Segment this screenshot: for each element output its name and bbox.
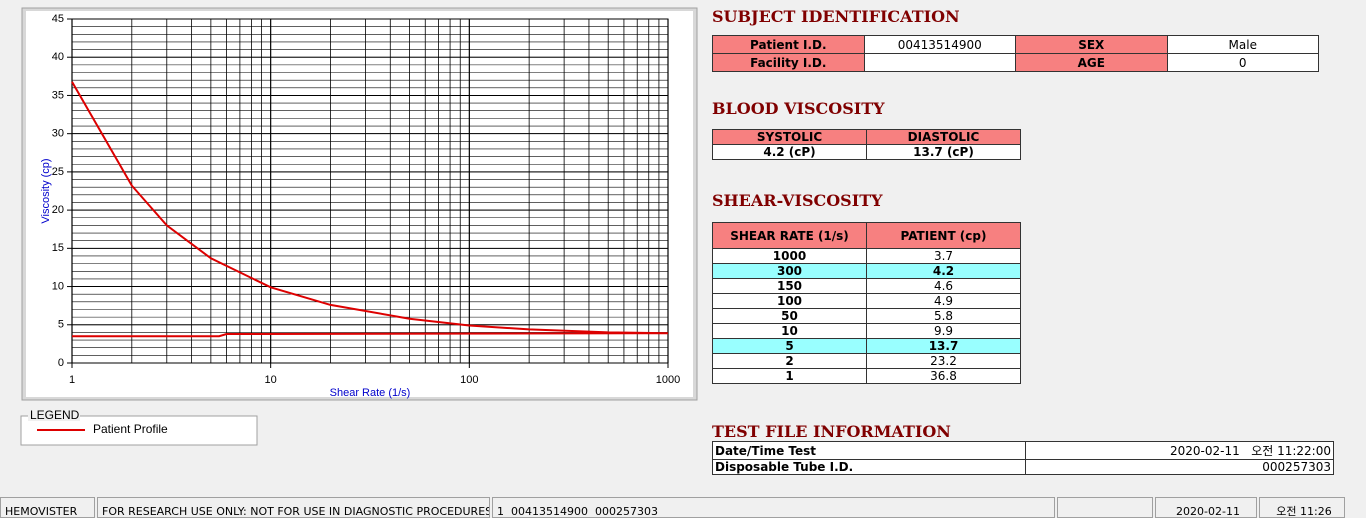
cell: 4.9 — [866, 293, 1021, 309]
y-tick-label: 40 — [52, 51, 64, 63]
y-tick-label: 45 — [52, 13, 64, 25]
cell: 300 — [712, 263, 867, 279]
section-title: SHEAR-VISCOSITY — [712, 191, 883, 210]
cell: 23.2 — [866, 353, 1021, 369]
header-row: SYSTOLIC DIASTOLIC — [712, 129, 1021, 145]
y-tick-label: 25 — [52, 166, 64, 178]
blood-table: SYSTOLIC DIASTOLIC 4.2 (cP) 13.7 (cP) — [712, 129, 1021, 160]
y-tick-label: 15 — [52, 242, 64, 254]
header-cell: PATIENT (cp) — [866, 222, 1021, 249]
cell: 2 — [712, 353, 867, 369]
row: 2 23.2 — [712, 353, 1021, 369]
y-tick-label: 20 — [52, 204, 64, 216]
row: Disposable Tube I.D. 000257303 — [712, 459, 1334, 475]
cell: 0 — [1166, 53, 1319, 72]
header-cell: SHEAR RATE (1/s) — [712, 222, 867, 249]
cell: Facility I.D. — [712, 53, 865, 72]
legend-title-bg — [28, 409, 80, 421]
cell: 10 — [712, 323, 867, 339]
y-tick-label: 0 — [58, 357, 64, 369]
status-cell: 1 00413514900 000257303 — [492, 497, 1055, 518]
chart-background — [26, 11, 693, 397]
cell: 000257303 — [1025, 459, 1334, 475]
y-tick-label: 35 — [52, 89, 64, 101]
legend-title: LEGEND — [30, 408, 80, 422]
status-cell: FOR RESEARCH USE ONLY: NOT FOR USE IN DI… — [97, 497, 490, 518]
y-tick-label: 5 — [58, 319, 64, 331]
y-axis-label: Viscosity (cp) — [40, 158, 52, 223]
x-tick-label: 10 — [265, 374, 277, 386]
row: 100 4.9 — [712, 293, 1021, 309]
status-cell: 2020-02-11 — [1155, 497, 1257, 518]
row: 5 13.7 — [712, 338, 1021, 354]
row: Date/Time Test 2020-02-11 오전 11:22:00 — [712, 441, 1334, 460]
status-cell: HEMOVISTER — [0, 497, 95, 518]
cell: 100 — [712, 293, 867, 309]
cell: AGE — [1015, 53, 1168, 72]
section-title: SUBJECT IDENTIFICATION — [712, 7, 960, 26]
header-row: SHEAR RATE (1/s) PATIENT (cp) — [712, 222, 1021, 249]
cell: 150 — [712, 278, 867, 294]
plot-border — [71, 18, 669, 364]
cell: 5.8 — [866, 308, 1021, 324]
y-tick-label: 30 — [52, 128, 64, 140]
x-tick-label: 100 — [460, 374, 478, 386]
cell: Patient I.D. — [712, 35, 865, 54]
cell: 4.6 — [866, 278, 1021, 294]
status-cell — [1057, 497, 1153, 518]
cell — [863, 53, 1016, 72]
cell: 13.7 — [866, 338, 1021, 354]
cell: 2020-02-11 오전 11:22:00 — [1025, 441, 1334, 460]
y-tick-label: 10 — [52, 280, 64, 292]
row: 1 36.8 — [712, 368, 1021, 384]
cell: 4.2 (cP) — [712, 144, 867, 160]
cell: 13.7 (cP) — [866, 144, 1021, 160]
row: 4.2 (cP) 13.7 (cP) — [712, 144, 1021, 160]
row: 150 4.6 — [712, 278, 1021, 294]
test-file-table: Date/Time Test 2020-02-11 오전 11:22:00 Disp… — [712, 441, 1334, 475]
legend-label: Patient Profile — [93, 422, 168, 436]
cell: 9.9 — [866, 323, 1021, 339]
row: Facility I.D. AGE 0 — [712, 53, 1319, 72]
cell: 50 — [712, 308, 867, 324]
cell: Disposable Tube I.D. — [712, 459, 1026, 475]
status-cell: 오전 11:26 — [1259, 497, 1345, 518]
cell: 00413514900 — [863, 35, 1016, 54]
row: 300 4.2 — [712, 263, 1021, 279]
header-cell: SYSTOLIC — [712, 129, 867, 145]
cell: Date/Time Test — [712, 441, 1026, 460]
series-line — [71, 81, 669, 338]
x-tick-label: 1000 — [656, 374, 680, 386]
shear-table: SHEAR RATE (1/s) PATIENT (cp) 1000 3.7 300 4.… — [712, 222, 1021, 384]
cell: Male — [1166, 35, 1319, 54]
header-cell: DIASTOLIC — [866, 129, 1021, 145]
cell: 1000 — [712, 248, 867, 264]
cell: 3.7 — [866, 248, 1021, 264]
row: 50 5.8 — [712, 308, 1021, 324]
cell: 1 — [712, 368, 867, 384]
section-title: TEST FILE INFORMATION — [712, 422, 951, 441]
row: 10 9.9 — [712, 323, 1021, 339]
section-title: BLOOD VISCOSITY — [712, 99, 885, 118]
cell: 5 — [712, 338, 867, 354]
x-axis-label: Shear Rate (1/s) — [330, 387, 411, 399]
row: Patient I.D. 00413514900 SEX Male — [712, 35, 1319, 54]
cell: 4.2 — [866, 263, 1021, 279]
subject-table: Patient I.D. 00413514900 SEX Male Facility I… — [712, 35, 1319, 72]
chart-panel: LEGEND 0 5 10 15 20 25 30 35 40 45 1 10 100 1000 Shear… — [20, 7, 698, 446]
cell: 36.8 — [866, 368, 1021, 384]
row: 1000 3.7 — [712, 248, 1021, 264]
cell: SEX — [1015, 35, 1168, 54]
x-tick-label: 1 — [69, 374, 75, 386]
